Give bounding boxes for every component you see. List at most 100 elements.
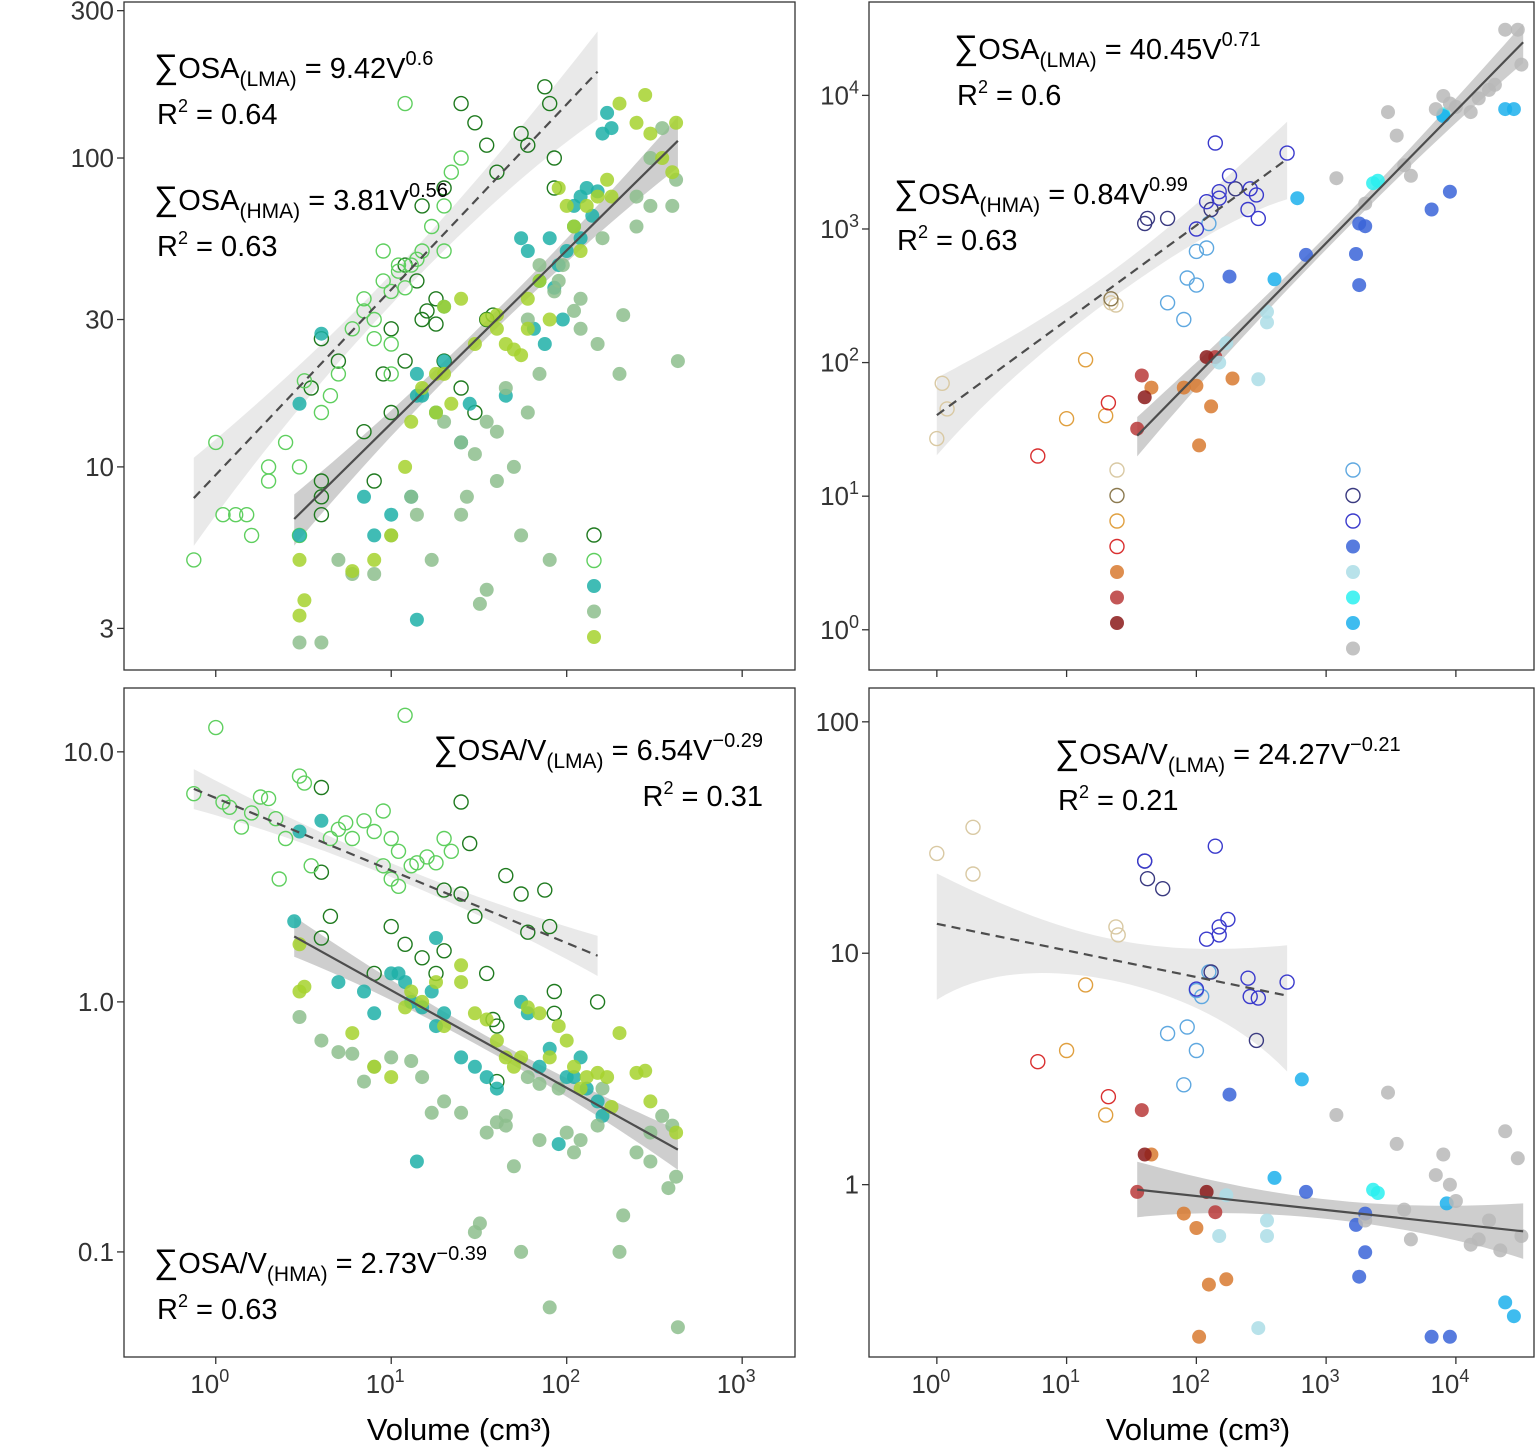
data-point bbox=[590, 337, 605, 351]
legend-marker bbox=[1109, 513, 1125, 529]
data-point bbox=[1134, 368, 1149, 383]
r2-value: 0.6 bbox=[1021, 80, 1061, 112]
data-point bbox=[573, 291, 588, 306]
data-point bbox=[1108, 919, 1124, 935]
data-point bbox=[1471, 1232, 1486, 1247]
r2-hma: R2 = 0.63 bbox=[897, 222, 1017, 257]
data-point bbox=[424, 218, 440, 235]
x-axis-label-left: Volume (cm³) bbox=[367, 1412, 551, 1447]
y-tick-label: 300 bbox=[71, 0, 114, 26]
data-point bbox=[1077, 352, 1094, 368]
data-point bbox=[260, 459, 277, 475]
x-tick-exp: 0 bbox=[219, 1366, 229, 1386]
data-point bbox=[437, 414, 452, 429]
data-point bbox=[454, 958, 469, 973]
data-point bbox=[260, 790, 277, 807]
data-point bbox=[514, 1244, 529, 1259]
data-point bbox=[551, 273, 566, 288]
data-point bbox=[1077, 977, 1094, 993]
eq-exp: −0.21 bbox=[1350, 734, 1401, 756]
data-point bbox=[1352, 1269, 1367, 1284]
data-point bbox=[1358, 1213, 1373, 1228]
data-point bbox=[375, 858, 391, 874]
data-point bbox=[489, 308, 504, 323]
x-tick-label: 100 bbox=[911, 1366, 950, 1399]
data-point bbox=[409, 507, 424, 522]
data-point bbox=[929, 845, 945, 862]
data-point bbox=[454, 1050, 469, 1065]
data-point bbox=[472, 596, 487, 611]
data-point bbox=[1189, 1221, 1204, 1235]
data-point bbox=[1198, 931, 1215, 947]
data-point bbox=[643, 198, 658, 213]
data-point bbox=[404, 489, 419, 504]
legend-marker bbox=[587, 630, 601, 644]
x-tick-base: 10 bbox=[366, 1369, 395, 1399]
data-point bbox=[1204, 399, 1219, 414]
data-point bbox=[532, 258, 547, 273]
legend-marker bbox=[1109, 538, 1125, 555]
sum-symbol: ∑ bbox=[433, 730, 457, 768]
r2-exp: 2 bbox=[178, 96, 188, 116]
data-point bbox=[1211, 927, 1227, 943]
data-point bbox=[579, 1070, 594, 1085]
r2-exp: 2 bbox=[178, 228, 188, 248]
data-point bbox=[1108, 297, 1124, 313]
y-tick-text: 100 bbox=[71, 143, 114, 173]
data-point bbox=[454, 507, 469, 522]
y-tick-exp: 4 bbox=[849, 77, 859, 97]
x-tick-label: 100 bbox=[190, 1366, 229, 1399]
data-point bbox=[520, 1070, 535, 1085]
data-point bbox=[1100, 395, 1117, 411]
data-point bbox=[403, 257, 419, 273]
data-point bbox=[345, 1026, 360, 1041]
y-tick-text: 1.0 bbox=[78, 987, 114, 1017]
r2-r: R bbox=[957, 80, 978, 112]
data-point bbox=[1179, 1019, 1195, 1035]
eq-lhs: OSA/V bbox=[178, 1248, 267, 1280]
x-tick-label: 101 bbox=[1041, 1366, 1080, 1399]
r2-hma: R2 = 0.63 bbox=[157, 1291, 277, 1326]
data-point bbox=[604, 189, 619, 204]
data-point bbox=[366, 473, 382, 489]
data-point bbox=[313, 473, 330, 489]
data-point bbox=[1030, 1053, 1046, 1070]
x-tick-exp: 3 bbox=[746, 1366, 756, 1386]
plot-area bbox=[929, 22, 1529, 464]
data-point bbox=[542, 918, 558, 935]
data-point bbox=[429, 405, 443, 420]
data-point bbox=[498, 1108, 513, 1123]
data-point bbox=[459, 489, 474, 504]
legend-marker bbox=[1109, 487, 1125, 504]
data-point bbox=[479, 582, 494, 597]
data-point bbox=[1381, 105, 1395, 120]
data-point bbox=[629, 1145, 644, 1160]
data-point bbox=[629, 189, 644, 204]
fit-band-lma bbox=[936, 121, 1288, 456]
fit-line-hma bbox=[1136, 41, 1524, 437]
data-point bbox=[1442, 1177, 1457, 1192]
y-tick-base: 10 bbox=[820, 348, 849, 378]
data-point bbox=[1139, 210, 1156, 227]
x-tick-exp: 1 bbox=[1070, 1366, 1080, 1386]
y-tick-text: 10 bbox=[830, 938, 859, 968]
data-point bbox=[655, 1108, 670, 1123]
data-point bbox=[489, 424, 504, 439]
eq-sub: (LMA) bbox=[240, 68, 297, 91]
eq-exp: 0.99 bbox=[1149, 174, 1188, 196]
data-point bbox=[208, 434, 224, 451]
data-point bbox=[532, 1076, 547, 1091]
data-point bbox=[437, 1094, 452, 1109]
plot-frame bbox=[123, 687, 796, 1358]
r2-value: 0.63 bbox=[961, 225, 1017, 257]
data-point bbox=[1179, 270, 1195, 286]
data-point bbox=[643, 151, 658, 165]
data-point bbox=[338, 815, 354, 831]
r2-r: R bbox=[157, 1294, 178, 1326]
data-point bbox=[1154, 881, 1171, 897]
data-point bbox=[390, 843, 407, 859]
legend-marker bbox=[1346, 565, 1360, 579]
data-point bbox=[397, 936, 413, 952]
data-point bbox=[186, 786, 202, 802]
